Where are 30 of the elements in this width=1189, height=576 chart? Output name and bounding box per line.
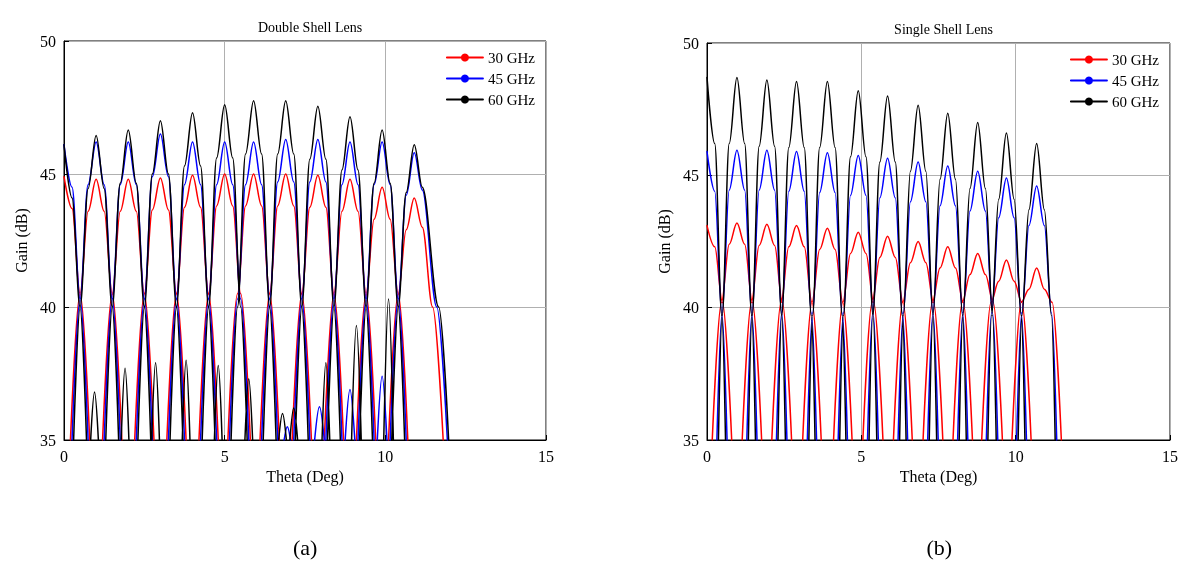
y-axis-title: Gain (dB) (655, 209, 674, 274)
legend-label: 60 GHz (487, 91, 536, 108)
x-axis-title: Theta (Deg) (266, 468, 344, 487)
y-tick-label: 40 (683, 299, 699, 317)
y-tick-label: 50 (40, 32, 56, 50)
x-tick-label: 10 (377, 447, 394, 465)
text: (b) (926, 534, 953, 560)
legend-label: 30 GHz (1111, 51, 1160, 68)
legend-label: 60 GHz (1111, 93, 1160, 110)
legend-label: 45 GHz (1111, 72, 1160, 89)
x-tick-label: 0 (60, 447, 68, 465)
x-tick-label: 10 (1007, 447, 1024, 465)
x-tick-label: 5 (220, 447, 229, 465)
x-tick-label: 15 (1162, 447, 1178, 465)
y-tick-label: 35 (40, 431, 56, 449)
chart-title: Single Shell Lens (894, 21, 993, 37)
y-tick-label: 35 (683, 431, 699, 449)
y-axis-title: Gain (dB) (12, 208, 31, 273)
text: (a) (293, 534, 318, 560)
x-tick-label: 0 (703, 447, 711, 465)
y-tick-label: 50 (683, 34, 699, 52)
x-tick-label: 5 (857, 447, 866, 465)
y-tick-label: 45 (683, 166, 699, 184)
legend-label: 30 GHz (487, 49, 536, 66)
chart-title: Double Shell Lens (257, 19, 363, 35)
y-tick-label: 40 (40, 298, 56, 316)
x-axis-title: Theta (Deg) (899, 468, 978, 487)
x-tick-label: 15 (538, 447, 554, 465)
y-tick-label: 45 (40, 165, 56, 183)
legend-label: 45 GHz (487, 70, 536, 87)
